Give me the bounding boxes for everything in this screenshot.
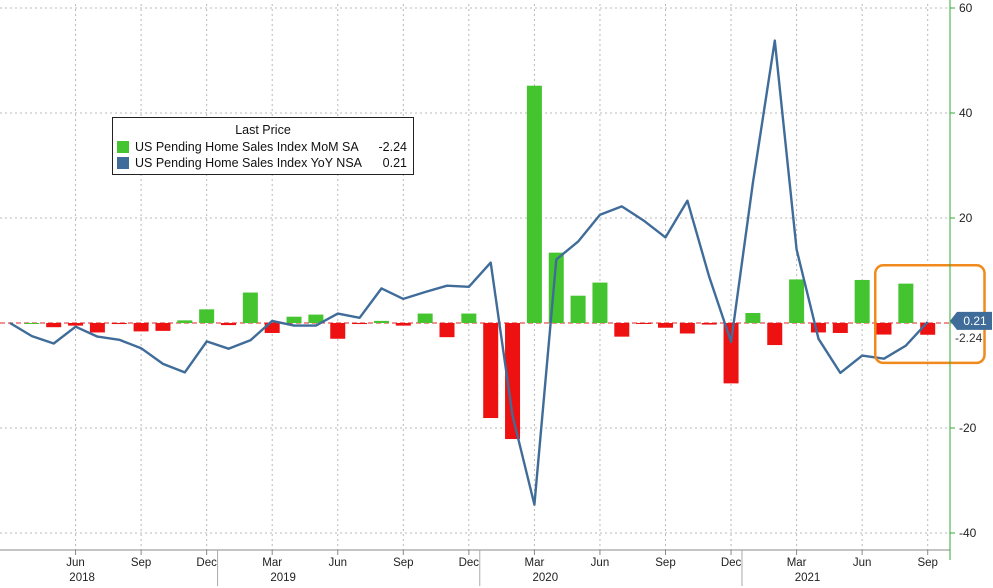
mom-bar bbox=[308, 314, 324, 323]
x-tick-label: Jun bbox=[853, 557, 872, 569]
yoy-line-path bbox=[9, 39, 929, 506]
mom-bar bbox=[614, 323, 630, 337]
yoy-line bbox=[9, 39, 929, 506]
mom-bar bbox=[111, 323, 127, 325]
x-tick-label: Mar bbox=[524, 557, 544, 569]
mom-bar bbox=[701, 323, 717, 325]
mom-bar bbox=[592, 282, 608, 323]
y-tick-label: 60 bbox=[959, 1, 973, 15]
mom-bar bbox=[395, 323, 411, 326]
x-tick-label: Dec bbox=[196, 557, 217, 569]
x-tick-label: Mar bbox=[262, 557, 282, 569]
mom-bar bbox=[155, 323, 171, 331]
legend-item-mom: US Pending Home Sales Index MoM SA -2.24 bbox=[113, 139, 413, 155]
mom-bar bbox=[789, 279, 805, 323]
y-axis: 60 40 20 -20 -40 bbox=[949, 0, 977, 560]
mom-bar bbox=[286, 316, 302, 323]
mom-bar bbox=[439, 323, 455, 338]
mom-bar bbox=[898, 283, 914, 323]
mom-bar bbox=[810, 323, 826, 333]
grid-lines bbox=[0, 4, 950, 550]
mom-bar bbox=[483, 323, 499, 419]
x-year-label: 2019 bbox=[270, 572, 296, 584]
tag-yoy-bg bbox=[950, 311, 992, 330]
mom-bar bbox=[876, 323, 892, 335]
mom-bar bbox=[636, 323, 652, 324]
mom-bars bbox=[24, 85, 936, 440]
tag-mom-label: -2.24 bbox=[955, 331, 983, 345]
legend-label-yoy: US Pending Home Sales Index YoY NSA bbox=[135, 156, 362, 170]
mom-bar bbox=[658, 323, 673, 328]
mom-bar bbox=[24, 323, 40, 324]
legend-label-mom: US Pending Home Sales Index MoM SA bbox=[135, 140, 359, 154]
y-tick-label: -40 bbox=[959, 526, 977, 540]
legend-title: Last Price bbox=[235, 123, 291, 137]
mom-bar bbox=[133, 323, 149, 332]
x-tick-label: Dec bbox=[459, 557, 480, 569]
mom-bar bbox=[854, 279, 870, 323]
x-tick-label: Sep bbox=[393, 557, 413, 569]
x-axis: Jun Sep Dec Mar Jun Sep Dec Mar Jun Sep Dec Mar Jun S… bbox=[0, 549, 950, 586]
mom-bar bbox=[352, 323, 368, 325]
legend-swatch-yoy bbox=[117, 157, 129, 169]
mom-bar bbox=[242, 292, 258, 323]
mom-bar bbox=[199, 309, 215, 323]
x-tick-label: Sep bbox=[655, 557, 675, 569]
mom-bar bbox=[373, 320, 389, 323]
mom-bar bbox=[767, 323, 783, 346]
x-tick-label: Jun bbox=[66, 557, 85, 569]
x-tick-label: Dec bbox=[721, 557, 742, 569]
legend-value-yoy: 0.21 bbox=[382, 156, 407, 170]
x-tick-label: Jun bbox=[591, 557, 610, 569]
x-tick-label: Sep bbox=[131, 557, 151, 569]
y-tick-label: -20 bbox=[959, 421, 977, 435]
mom-bar bbox=[920, 323, 936, 335]
legend-swatch-mom bbox=[117, 141, 129, 153]
legend-item-yoy: US Pending Home Sales Index YoY NSA 0.21 bbox=[113, 155, 413, 171]
x-year-label: 2021 bbox=[795, 572, 821, 584]
mom-bar bbox=[330, 323, 346, 339]
last-value-tags: 0.21 -2.24 bbox=[950, 311, 992, 345]
mom-bar bbox=[745, 313, 761, 323]
y-tick-label: 40 bbox=[959, 106, 973, 120]
x-tick-label: Mar bbox=[787, 557, 807, 569]
x-year-label: 2020 bbox=[533, 572, 559, 584]
mom-bar bbox=[832, 323, 848, 333]
mom-bar bbox=[679, 323, 695, 334]
mom-bar bbox=[461, 313, 477, 323]
mom-bar bbox=[221, 323, 236, 326]
mom-bar bbox=[68, 323, 84, 326]
legend-value-mom: -2.24 bbox=[378, 140, 408, 154]
y-tick-label: 20 bbox=[959, 211, 973, 225]
mom-bar bbox=[570, 295, 586, 323]
mom-bar bbox=[177, 320, 193, 323]
x-tick-label: Jun bbox=[328, 557, 347, 569]
mom-bar bbox=[46, 323, 62, 328]
legend: Last Price US Pending Home Sales Index M… bbox=[112, 117, 414, 175]
x-year-label: 2018 bbox=[69, 572, 95, 584]
mom-bar bbox=[723, 323, 739, 384]
mom-bar bbox=[526, 85, 542, 323]
tag-yoy-label: 0.21 bbox=[963, 314, 987, 328]
mom-bar bbox=[505, 323, 521, 440]
mom-bar bbox=[264, 323, 280, 333]
mom-bar bbox=[89, 323, 105, 333]
x-tick-label: Sep bbox=[917, 557, 937, 569]
mom-bar bbox=[417, 313, 433, 323]
